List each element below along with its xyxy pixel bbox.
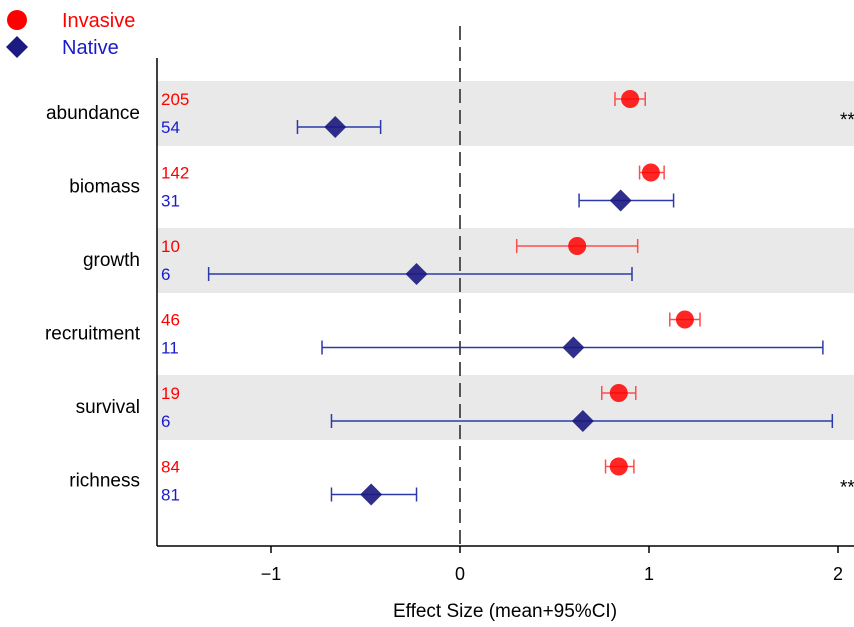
category-label-recruitment: recruitment <box>45 324 141 345</box>
native-n-label-biomass: 31 <box>161 192 180 211</box>
axes: −1 0 1 2 Effect Size (mean+95%CI) <box>156 58 854 622</box>
row-band-survival <box>157 375 854 440</box>
invasive-mean-point-growth <box>568 237 587 255</box>
invasive-mean-point-recruitment <box>675 310 694 329</box>
native-mean-point-recruitment <box>562 336 585 359</box>
native-mean-point-richness <box>360 483 383 506</box>
native-mean-point-abundance <box>324 116 347 138</box>
category-label-biomass: biomass <box>69 177 140 198</box>
data-marks <box>207 90 834 506</box>
category-label-survival: survival <box>76 397 140 418</box>
category-label-growth: growth <box>83 250 140 271</box>
invasive-n-label-richness: 84 <box>161 458 180 477</box>
significance-annotation-richness: ** <box>840 478 854 499</box>
native-n-label-abundance: 54 <box>161 118 180 137</box>
invasive-n-label-biomass: 142 <box>161 164 189 183</box>
invasive-mean-point-abundance <box>621 90 640 108</box>
native-n-label-richness: 81 <box>161 486 180 505</box>
x-tick-label: 0 <box>455 564 465 584</box>
x-tick-label: −1 <box>261 564 282 584</box>
native-mean-point-survival <box>571 410 594 432</box>
legend-label-invasive: Invasive <box>62 10 135 32</box>
row-bands <box>157 81 854 440</box>
row-band-growth <box>157 228 854 293</box>
invasive-mean-point-survival <box>609 384 628 402</box>
legend-diamond-marker <box>6 36 28 58</box>
x-tick-label: 1 <box>644 564 654 584</box>
category-label-richness: richness <box>69 471 140 492</box>
legend: Invasive Native <box>6 10 135 59</box>
native-n-label-survival: 6 <box>161 412 170 431</box>
invasive-n-label-abundance: 205 <box>161 90 189 109</box>
invasive-n-label-recruitment: 46 <box>161 311 180 330</box>
invasive-n-label-survival: 19 <box>161 384 180 403</box>
legend-label-native: Native <box>62 37 119 59</box>
invasive-n-label-growth: 10 <box>161 237 180 256</box>
invasive-mean-point-richness <box>609 457 628 476</box>
native-mean-point-biomass <box>609 189 632 212</box>
native-n-label-growth: 6 <box>161 265 170 284</box>
category-label-abundance: abundance <box>46 103 140 124</box>
native-n-label-recruitment: 11 <box>161 339 179 358</box>
labels: abundance 205 54 biomass 142 31 growth 10 6 recru… <box>45 90 854 505</box>
legend-circle-marker <box>7 10 27 30</box>
x-axis-title: Effect Size (mean+95%CI) <box>393 601 617 622</box>
invasive-mean-point-biomass <box>641 163 660 182</box>
significance-annotation-abundance: ** <box>840 110 854 131</box>
native-mean-point-growth <box>405 263 428 285</box>
row-band-abundance <box>157 81 854 146</box>
x-tick-label: 2 <box>833 564 843 584</box>
